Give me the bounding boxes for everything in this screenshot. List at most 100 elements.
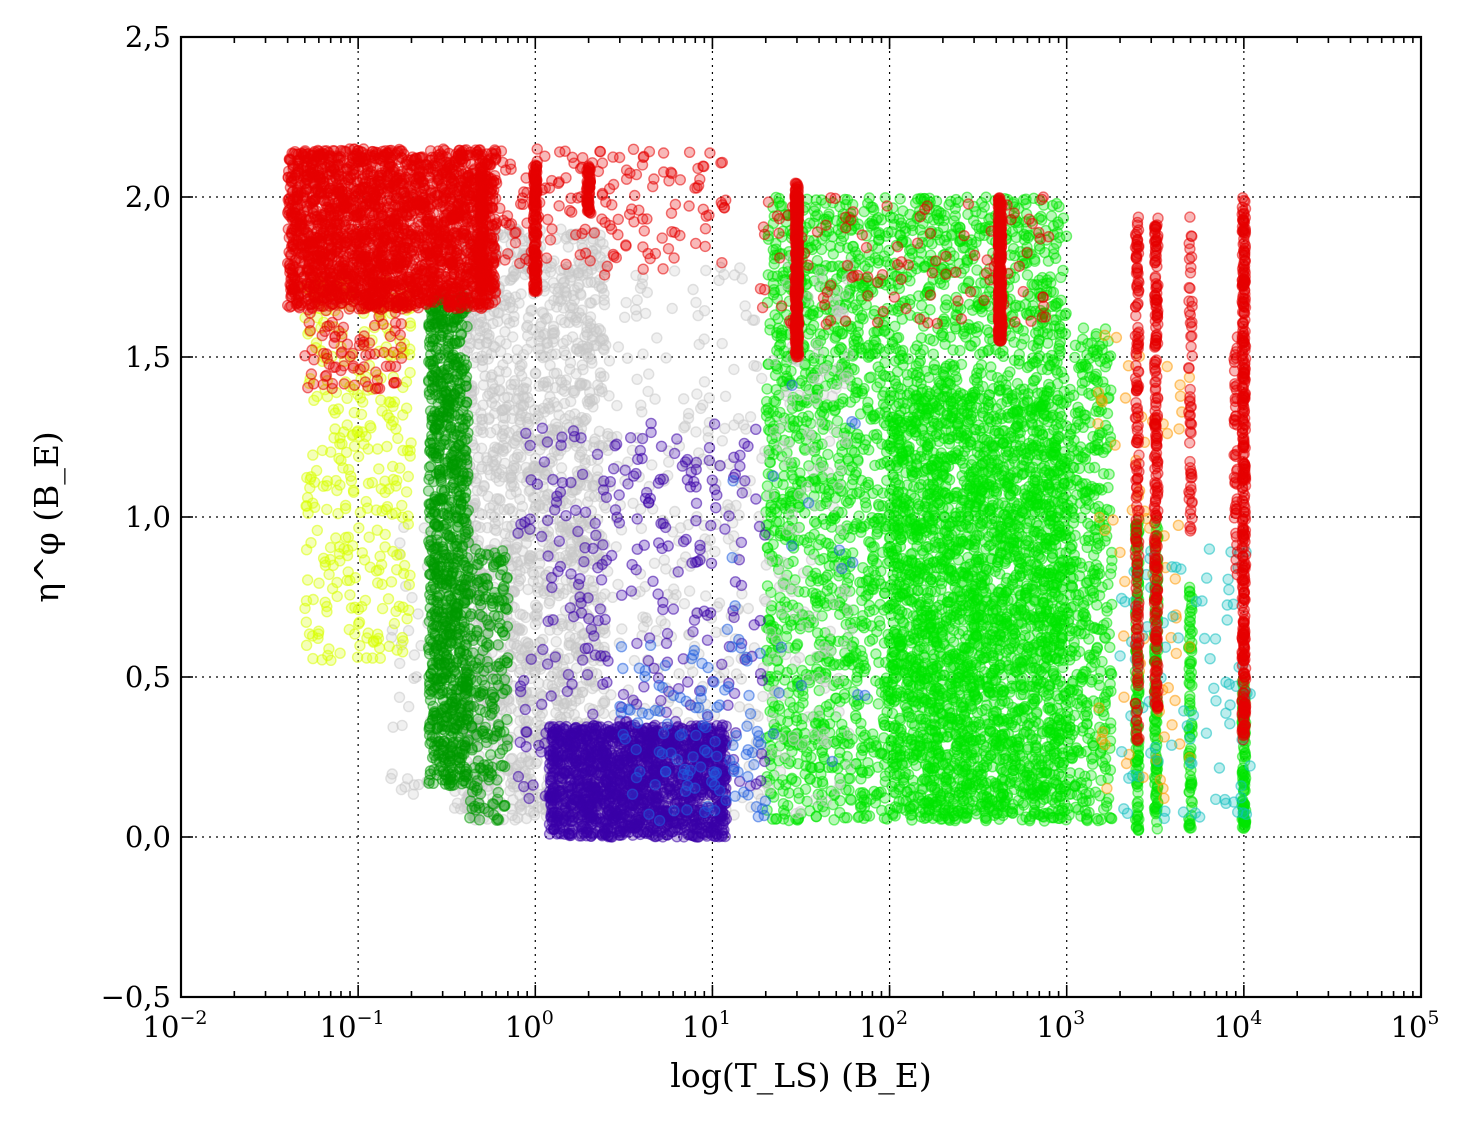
scatter-point: [906, 691, 918, 703]
scatter-point: [986, 513, 998, 525]
scatter-point: [1019, 629, 1031, 642]
scatter-point: [967, 780, 979, 792]
scatter-point: [1049, 673, 1061, 686]
scatter-point: [853, 342, 865, 354]
scatter-point: [772, 312, 784, 325]
scatter-point: [849, 710, 862, 722]
scatter-point: [830, 737, 842, 750]
scatter-point: [1034, 645, 1046, 657]
scatter-point: [925, 459, 938, 472]
scatter-point: [969, 510, 981, 522]
scatter-point: [1053, 643, 1065, 656]
scatter-point: [938, 234, 951, 247]
scatter-point: [773, 703, 786, 715]
scatter-point: [1016, 643, 1028, 655]
scatter-point: [1030, 371, 1043, 384]
scatter-point: [790, 775, 802, 788]
scatter-point: [939, 487, 952, 499]
scatter-point: [1043, 505, 1056, 517]
scatter-point: [1018, 389, 1030, 401]
scatter-point: [891, 496, 903, 508]
scatter-point: [903, 496, 915, 508]
scatter-point: [961, 641, 973, 654]
scatter-point: [929, 430, 942, 442]
scatter-point: [832, 452, 845, 464]
scatter-point: [968, 689, 981, 701]
scatter-point: [865, 413, 877, 425]
scatter-point: [979, 703, 992, 715]
scatter-point: [955, 727, 967, 740]
scatter-point: [1055, 770, 1068, 783]
scatter-point: [1033, 274, 1045, 286]
scatter-point: [1009, 404, 1022, 417]
scatter-point: [887, 569, 899, 581]
scatter-point: [1024, 789, 1037, 801]
scatter-point: [1044, 271, 1056, 283]
scatter-point: [939, 757, 952, 769]
scatter-point: [891, 552, 903, 564]
scatter-point: [819, 518, 832, 531]
scatter-point: [990, 706, 1003, 718]
scatter-point: [1029, 715, 1042, 728]
scatter-point: [1000, 586, 1012, 598]
scatter-point: [1040, 410, 1052, 422]
scatter-point: [1053, 200, 1065, 213]
scatter-point: [855, 800, 868, 813]
scatter-point: [928, 359, 941, 371]
scatter-point: [804, 761, 817, 773]
scatter-point: [868, 785, 880, 798]
scatter-point: [1006, 533, 1019, 545]
scatter-point: [804, 217, 816, 229]
scatter-point: [975, 798, 988, 810]
scatter-point: [802, 328, 815, 340]
scatter-point: [1033, 568, 1046, 581]
scatter-point: [1053, 339, 1066, 352]
scatter-point: [964, 736, 976, 748]
scatter-point: [977, 652, 990, 664]
scatter-point: [869, 252, 881, 264]
scatter-point: [843, 572, 855, 584]
scatter-point: [1058, 385, 1070, 398]
scatter-point: [952, 554, 965, 566]
scatter-point: [1019, 484, 1031, 496]
scatter-point: [897, 344, 909, 357]
scatter-point: [920, 717, 932, 729]
scatter-point: [1053, 431, 1065, 443]
scatter-point: [856, 309, 868, 321]
scatter-point: [1008, 483, 1020, 495]
scatter-point: [872, 361, 884, 373]
scatter-point: [862, 396, 874, 408]
scatter-point: [901, 389, 913, 401]
scatter-point: [834, 806, 846, 819]
scatter-point: [933, 683, 945, 695]
scatter-point: [904, 784, 917, 796]
scatter-point: [912, 366, 924, 379]
scatter-point: [985, 457, 997, 470]
scatter-point: [950, 696, 963, 708]
scatter-point: [956, 663, 968, 675]
scatter-point: [859, 497, 872, 509]
scatter-point: [887, 212, 900, 224]
scatter-point: [968, 544, 980, 556]
scatter-point: [944, 517, 956, 530]
scatter-point: [936, 624, 949, 636]
scatter-point: [959, 764, 972, 776]
scatter-point: [997, 753, 1009, 765]
scatter-point: [930, 195, 943, 207]
scatter-point: [968, 618, 980, 630]
scatter-point: [1031, 454, 1043, 466]
scatter-point: [850, 647, 862, 659]
scatter-point: [984, 503, 996, 515]
scatter-point: [1060, 453, 1072, 465]
scatter-point: [947, 540, 959, 553]
scatter-point: [887, 411, 899, 423]
scatter-point: [834, 695, 846, 708]
scatter-point: [1055, 719, 1067, 732]
scatter-point: [1042, 428, 1055, 440]
scatter-point: [1043, 605, 1055, 618]
scatter-point: [944, 726, 956, 738]
scatter-point: [867, 564, 880, 577]
scatter-point: [946, 411, 959, 423]
scatter-point: [796, 375, 808, 387]
